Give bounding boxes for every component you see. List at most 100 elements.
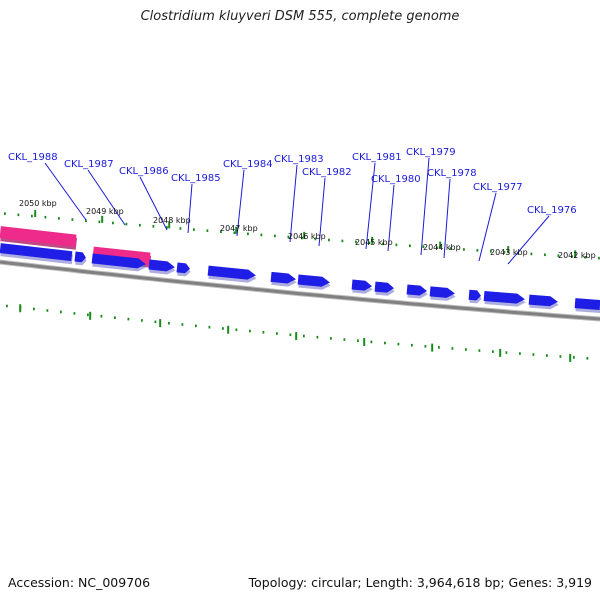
gene-label: CKL_1979 — [406, 147, 456, 158]
forward-gene-arrow — [528, 294, 559, 310]
kbp-label: 2042 kbp — [558, 251, 596, 260]
gene-label: CKL_1976 — [527, 205, 577, 216]
inner-minor-tick — [343, 338, 346, 341]
inner-minor-tick — [505, 351, 508, 354]
kbp-label: 2044 kbp — [423, 243, 461, 252]
outer-major-tick — [34, 210, 37, 218]
outer-major-tick — [168, 221, 171, 229]
outer-minor-tick — [557, 254, 560, 257]
gene-body — [270, 271, 296, 284]
gene-label: CKL_1981 — [352, 152, 402, 163]
outer-minor-tick — [584, 255, 587, 259]
gene-body — [207, 265, 256, 280]
outer-minor-tick — [503, 250, 506, 254]
outer-minor-tick — [206, 229, 209, 232]
kbp-label: 2050 kbp — [19, 199, 57, 208]
outer-minor-tick — [17, 213, 20, 217]
kbp-label: 2043 kbp — [490, 248, 528, 257]
kbp-labels: 2050 kbp 2049 kbp 2048 kbp 2047 kbp 2046 kbp… — [19, 199, 596, 260]
inner-minor-tick — [276, 332, 278, 335]
outer-minor-tick — [341, 239, 344, 243]
gene-labels: CKL_1988 CKL_1987 CKL_1986CKL_1985CKL_1984… — [8, 147, 577, 216]
inner-major-tick — [431, 343, 434, 352]
inner-minor-tick — [465, 348, 467, 351]
leader-line — [236, 169, 245, 237]
leader-line — [443, 178, 451, 259]
outer-minor-tick — [476, 249, 479, 252]
inner-minor-tick — [573, 356, 575, 359]
kbp-label: 2046 kbp — [288, 232, 326, 241]
inner-minor-tick — [519, 352, 521, 355]
backbone-shadow — [0, 259, 600, 322]
leader-line — [87, 169, 126, 226]
outer-minor-tick — [328, 238, 330, 242]
gene-body — [91, 253, 146, 269]
outer-major-tick — [303, 231, 306, 239]
kbp-label: 2048 kbp — [153, 216, 191, 225]
kbp-label: 2049 kbp — [86, 207, 124, 216]
pink-feature — [0, 226, 78, 250]
label-leader-lines — [44, 157, 550, 265]
forward-gene-arrow — [429, 286, 456, 301]
outer-minor-tick — [193, 228, 195, 231]
outer-minor-tick — [544, 253, 546, 257]
leader-line — [420, 157, 430, 256]
outer-minor-tick — [260, 233, 263, 237]
forward-gene-arrow — [270, 271, 297, 287]
inner-minor-tick — [438, 346, 440, 349]
inner-minor-tick — [289, 333, 292, 337]
outer-major-tick — [507, 246, 510, 254]
outer-minor-tick — [355, 240, 357, 244]
gene-label: CKL_1988 — [8, 152, 58, 163]
inner-minor-tick — [60, 310, 62, 314]
gene-label: CKL_1982 — [302, 167, 352, 178]
leader-line — [365, 162, 376, 250]
outer-major-tick — [574, 250, 577, 258]
inner-minor-tick — [6, 304, 8, 308]
outer-minor-tick — [382, 242, 384, 246]
inner-minor-tick — [411, 343, 413, 347]
gene-body — [74, 251, 86, 263]
outer-minor-tick — [571, 255, 573, 258]
gene-label: CKL_1980 — [371, 174, 421, 185]
forward-gene-arrow — [176, 262, 191, 277]
leader-line — [187, 183, 193, 234]
outer-tick-ruler — [4, 210, 600, 260]
inner-tick-ruler — [6, 304, 589, 362]
inner-minor-tick — [451, 347, 454, 350]
inner-minor-tick — [546, 354, 548, 357]
leader-line — [318, 177, 326, 247]
outer-major-tick — [371, 236, 374, 244]
inner-minor-tick — [384, 341, 386, 345]
outer-minor-tick — [274, 234, 276, 238]
inner-minor-tick — [100, 314, 103, 318]
gene-body — [468, 289, 481, 301]
gene-body — [528, 294, 558, 307]
inner-minor-tick — [181, 323, 184, 326]
kbp-label: 2047 kbp — [220, 224, 258, 233]
forward-gene-arrow — [74, 251, 87, 266]
leader-line — [478, 192, 497, 262]
outer-minor-tick — [139, 223, 141, 227]
gene-body — [297, 274, 330, 287]
inner-minor-tick — [222, 327, 224, 330]
outer-minor-tick — [179, 227, 182, 230]
inner-minor-tick — [424, 345, 427, 348]
gene-label: CKL_1984 — [223, 159, 273, 170]
forward-gene-arrow — [91, 253, 147, 272]
outer-minor-tick — [463, 248, 465, 251]
outer-minor-tick — [98, 220, 101, 224]
gene-label: CKL_1983 — [274, 154, 324, 165]
leader-line — [289, 164, 298, 243]
outer-minor-tick — [301, 236, 303, 240]
leader-line — [507, 215, 550, 265]
gene-body — [351, 279, 372, 291]
gene-label: CKL_1985 — [171, 173, 221, 184]
outer-minor-tick — [436, 246, 438, 249]
outer-minor-tick — [85, 219, 87, 222]
inner-major-tick — [227, 325, 230, 334]
forward-gene-arrow — [148, 259, 176, 275]
gene-body — [483, 290, 525, 304]
inner-minor-tick — [492, 350, 494, 353]
